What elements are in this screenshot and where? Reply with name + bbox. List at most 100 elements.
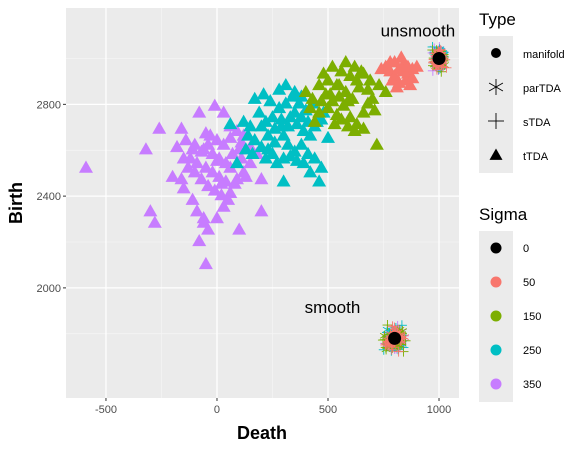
x-axis-ticks: -500 0 500 1000	[95, 398, 451, 416]
y-axis-ticks: 2000 2400 2800	[37, 99, 66, 295]
ttda-point	[238, 169, 253, 182]
ttda-point	[223, 160, 238, 173]
ttda-point	[354, 64, 369, 77]
ttda-point	[303, 128, 318, 141]
ttda-point	[276, 174, 291, 187]
ttda-point	[272, 82, 287, 95]
ttda-point	[303, 165, 318, 178]
x-axis-title: Death	[237, 423, 287, 443]
sigma-dot-icon	[490, 344, 502, 356]
legend-sigma: Sigma 0 50 150 250 350	[479, 205, 541, 402]
ttda-point	[340, 119, 355, 132]
ttda-point	[267, 121, 282, 134]
ttda-point	[347, 59, 362, 72]
ttda-point	[78, 160, 93, 173]
ttda-point	[281, 137, 296, 150]
ttda-point	[363, 73, 378, 86]
ttda-point	[294, 110, 309, 123]
ttda-point	[325, 59, 340, 72]
ttda-point	[203, 128, 218, 141]
ttda-point	[409, 59, 424, 72]
ttda-point	[314, 94, 329, 107]
legend-sigma-label-250: 250	[523, 345, 541, 357]
sigma-dot-icon	[490, 378, 502, 390]
ttda-point	[174, 121, 189, 134]
ttda-point	[223, 130, 238, 143]
ttda-point	[147, 215, 162, 228]
ttda-point	[274, 112, 289, 125]
legend-type-label-partda: parTDA	[523, 83, 562, 95]
ttda-point	[216, 199, 231, 212]
stda-marker	[393, 346, 404, 357]
asterisk-icon	[488, 79, 504, 95]
sigma-dot-icon	[490, 310, 502, 322]
ttda-point	[292, 96, 307, 109]
ttda-point	[209, 211, 224, 224]
ttda-point	[241, 128, 256, 141]
ttda-point	[405, 71, 420, 84]
ttda-point	[367, 103, 382, 116]
ttda-point	[190, 204, 204, 217]
ttda-point	[340, 94, 355, 107]
ttda-point	[312, 105, 327, 118]
ttda-point	[229, 155, 244, 169]
ttda-point	[314, 160, 329, 173]
ttda-point	[256, 87, 271, 100]
ttda-point	[198, 160, 213, 173]
legend-sigma-title: Sigma	[479, 205, 528, 224]
plus-icon	[488, 113, 504, 129]
ttda-point	[192, 105, 207, 118]
ttda-point	[349, 73, 364, 86]
ttda-point	[392, 75, 407, 88]
ttda-point	[138, 142, 153, 155]
ttda-point	[254, 204, 269, 217]
ttda-point	[221, 192, 236, 205]
ttda-point	[225, 146, 240, 159]
ttda-point	[294, 137, 309, 150]
ttda-point	[269, 155, 284, 169]
ttda-point	[187, 137, 202, 150]
x-tick-label: 500	[319, 404, 337, 416]
ttda-point	[334, 64, 349, 77]
ttda-point	[243, 119, 258, 132]
ttda-point	[232, 222, 247, 235]
ttda-point	[298, 84, 313, 98]
ttda-point	[369, 137, 384, 150]
ttda-point	[216, 105, 231, 118]
legend-sigma-label-0: 0	[523, 243, 529, 255]
circle-icon	[491, 48, 501, 58]
ttda-point	[403, 77, 418, 91]
x-tick-label: -500	[95, 404, 117, 416]
ttda-point	[190, 155, 204, 169]
ttda-point	[394, 50, 409, 63]
ttda-point	[201, 178, 216, 192]
ttda-point	[165, 169, 180, 182]
ttda-point	[209, 133, 224, 146]
ttda-point	[194, 144, 209, 157]
ttda-point	[365, 91, 380, 104]
ttda-point	[272, 100, 287, 114]
ttda-point	[372, 77, 387, 91]
ttda-point	[258, 151, 273, 164]
ttda-point	[247, 91, 262, 104]
ttda-point	[321, 73, 335, 86]
ttda-point	[360, 82, 375, 95]
ttda-point	[343, 68, 358, 81]
y-axis-title: Birth	[6, 182, 26, 224]
ttda-point	[287, 105, 302, 118]
data-points	[78, 50, 424, 270]
ttda-point	[265, 110, 280, 123]
ttda-point	[245, 146, 260, 159]
ttda-point	[214, 188, 229, 201]
ttda-point	[321, 100, 335, 114]
ttda-point	[352, 80, 367, 93]
asterisk-stroke	[381, 346, 391, 353]
x-tick-label: 1000	[427, 404, 451, 416]
ttda-point	[261, 128, 276, 141]
ttda-point	[187, 165, 202, 178]
ttda-point	[378, 84, 393, 98]
asterisk-stroke	[397, 328, 407, 334]
ttda-point	[278, 77, 293, 91]
y-tick-label: 2000	[37, 283, 61, 295]
ttda-point	[307, 151, 322, 164]
